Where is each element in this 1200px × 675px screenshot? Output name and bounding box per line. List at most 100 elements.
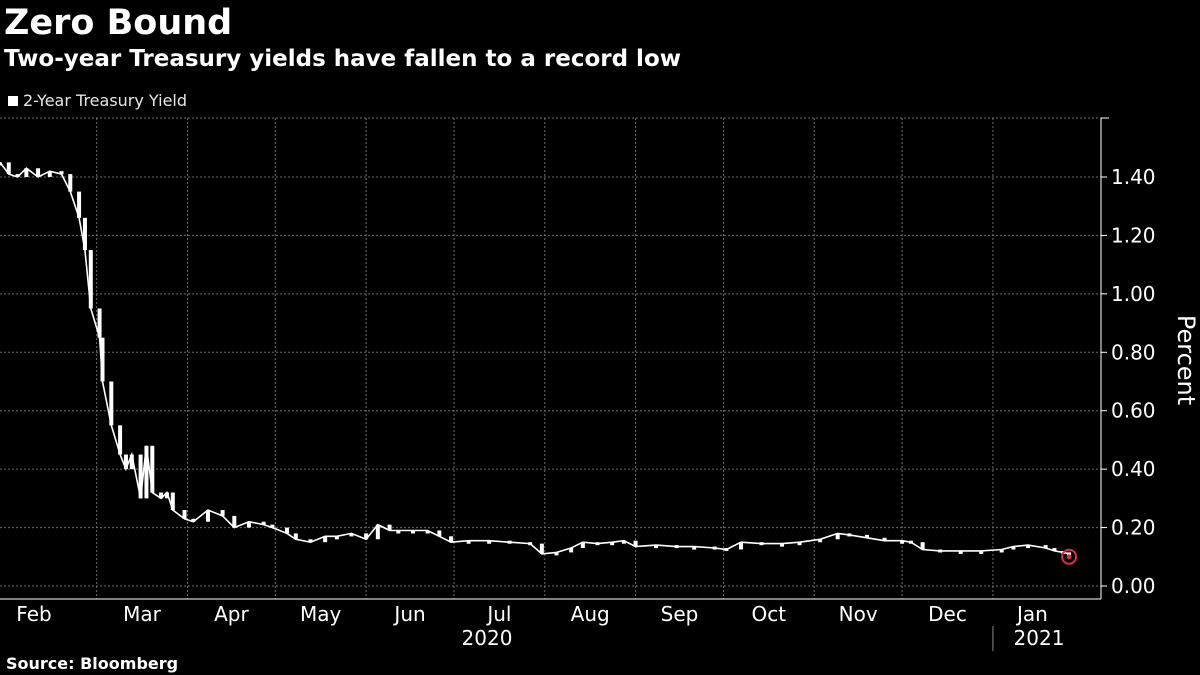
data-candle xyxy=(220,510,225,516)
x-year-label: 2021 xyxy=(1014,626,1065,650)
data-candle xyxy=(938,549,943,553)
x-month-label: Aug xyxy=(571,602,610,626)
x-month-label: Jul xyxy=(485,602,511,626)
x-month-label: Mar xyxy=(123,602,162,626)
data-candle xyxy=(864,534,869,538)
data-candle xyxy=(285,527,290,534)
data-candle xyxy=(246,521,251,528)
data-candle xyxy=(24,168,29,177)
y-axis-label: Percent xyxy=(1172,315,1200,405)
series-2yr-yield xyxy=(0,161,1072,556)
data-candle xyxy=(759,542,764,546)
data-candle xyxy=(908,540,913,544)
data-candle xyxy=(123,454,128,470)
data-candle xyxy=(364,533,369,540)
data-candle xyxy=(999,549,1004,553)
data-candle xyxy=(621,540,626,544)
data-candle xyxy=(6,162,11,175)
data-candle xyxy=(554,552,559,556)
y-tick-label: 0.00 xyxy=(1111,574,1156,598)
data-candle xyxy=(232,515,237,528)
data-candle xyxy=(449,536,454,543)
data-candle xyxy=(129,454,134,470)
x-axis: Feb Mar Apr May Jun Jul Aug Sep Oct Nov Dec Jan 2020… xyxy=(0,598,1101,651)
data-candle xyxy=(182,510,187,519)
x-month-label: Feb xyxy=(16,602,51,626)
x-month-label: Nov xyxy=(839,602,878,626)
annotations xyxy=(1061,548,1078,565)
legend-label: 2-Year Treasury Yield xyxy=(23,91,188,110)
x-month-label: May xyxy=(300,602,342,626)
data-candle xyxy=(47,171,52,177)
data-candle xyxy=(323,536,328,543)
x-month-label: Oct xyxy=(752,602,787,626)
data-candle xyxy=(334,536,339,540)
data-candle xyxy=(410,530,415,534)
data-candle xyxy=(425,530,430,534)
data-candle xyxy=(191,518,196,522)
data-candle xyxy=(569,548,574,553)
data-candle xyxy=(724,548,729,552)
data-candle xyxy=(97,308,102,338)
y-tick-label: 0.60 xyxy=(1111,399,1156,423)
data-candle xyxy=(507,540,512,544)
record-low-dot xyxy=(1066,554,1072,560)
x-month-label: Apr xyxy=(214,602,249,626)
data-candle xyxy=(144,445,149,499)
y-tick-label: 1.00 xyxy=(1111,282,1156,306)
data-candle xyxy=(88,250,93,309)
data-candle xyxy=(633,540,638,547)
data-candle xyxy=(293,533,298,540)
data-candle xyxy=(1026,545,1031,549)
data-candle xyxy=(818,539,823,543)
x-month-label: Dec xyxy=(928,602,967,626)
data-candle xyxy=(261,521,266,525)
legend-swatch xyxy=(8,95,18,106)
data-candle xyxy=(138,454,143,499)
data-candle xyxy=(466,540,471,544)
data-candle xyxy=(164,492,169,499)
x-month-label: Jun xyxy=(392,602,425,626)
data-candle xyxy=(77,191,82,218)
y-axis: 0.00 0.20 0.40 0.60 0.80 1.00 1.20 1.40 xyxy=(1100,117,1156,599)
data-candle xyxy=(349,533,354,537)
data-candle xyxy=(847,533,852,537)
data-candle xyxy=(36,168,41,177)
data-candle xyxy=(882,537,887,541)
data-candle xyxy=(654,545,659,549)
data-candle xyxy=(979,550,984,554)
y-tick-label: 1.40 xyxy=(1111,165,1156,189)
data-candle xyxy=(82,217,87,251)
data-candle xyxy=(68,174,73,192)
data-candle xyxy=(539,543,544,554)
data-candle xyxy=(692,546,697,550)
data-candle xyxy=(396,530,401,534)
x-month-label: Jan xyxy=(1015,602,1048,626)
data-candle xyxy=(437,530,442,537)
record-low-marker xyxy=(1061,548,1078,565)
y-tick-label: 0.40 xyxy=(1111,457,1156,481)
data-candle xyxy=(205,510,210,522)
data-candle xyxy=(1067,552,1072,556)
chart-subtitle: Two-year Treasury yields have fallen to … xyxy=(4,46,681,72)
source-note: Source: Bloomberg xyxy=(6,654,179,673)
data-candle xyxy=(900,540,905,544)
x-month-label: Sep xyxy=(661,602,699,626)
data-candle xyxy=(674,545,679,549)
data-candle xyxy=(59,171,64,175)
data-candle xyxy=(387,524,392,531)
data-candle xyxy=(375,524,380,540)
data-candle xyxy=(797,542,802,546)
data-candle xyxy=(712,546,717,550)
data-candle xyxy=(528,542,533,546)
legend: 2-Year Treasury Yield xyxy=(8,91,187,110)
data-candle xyxy=(487,540,492,544)
data-candle xyxy=(270,524,275,528)
data-candle xyxy=(15,174,20,178)
data-candle xyxy=(780,543,785,547)
y-tick-label: 0.80 xyxy=(1111,340,1156,364)
chart-title: Zero Bound xyxy=(4,3,233,43)
data-candle xyxy=(1043,545,1048,549)
data-candle xyxy=(150,445,155,493)
